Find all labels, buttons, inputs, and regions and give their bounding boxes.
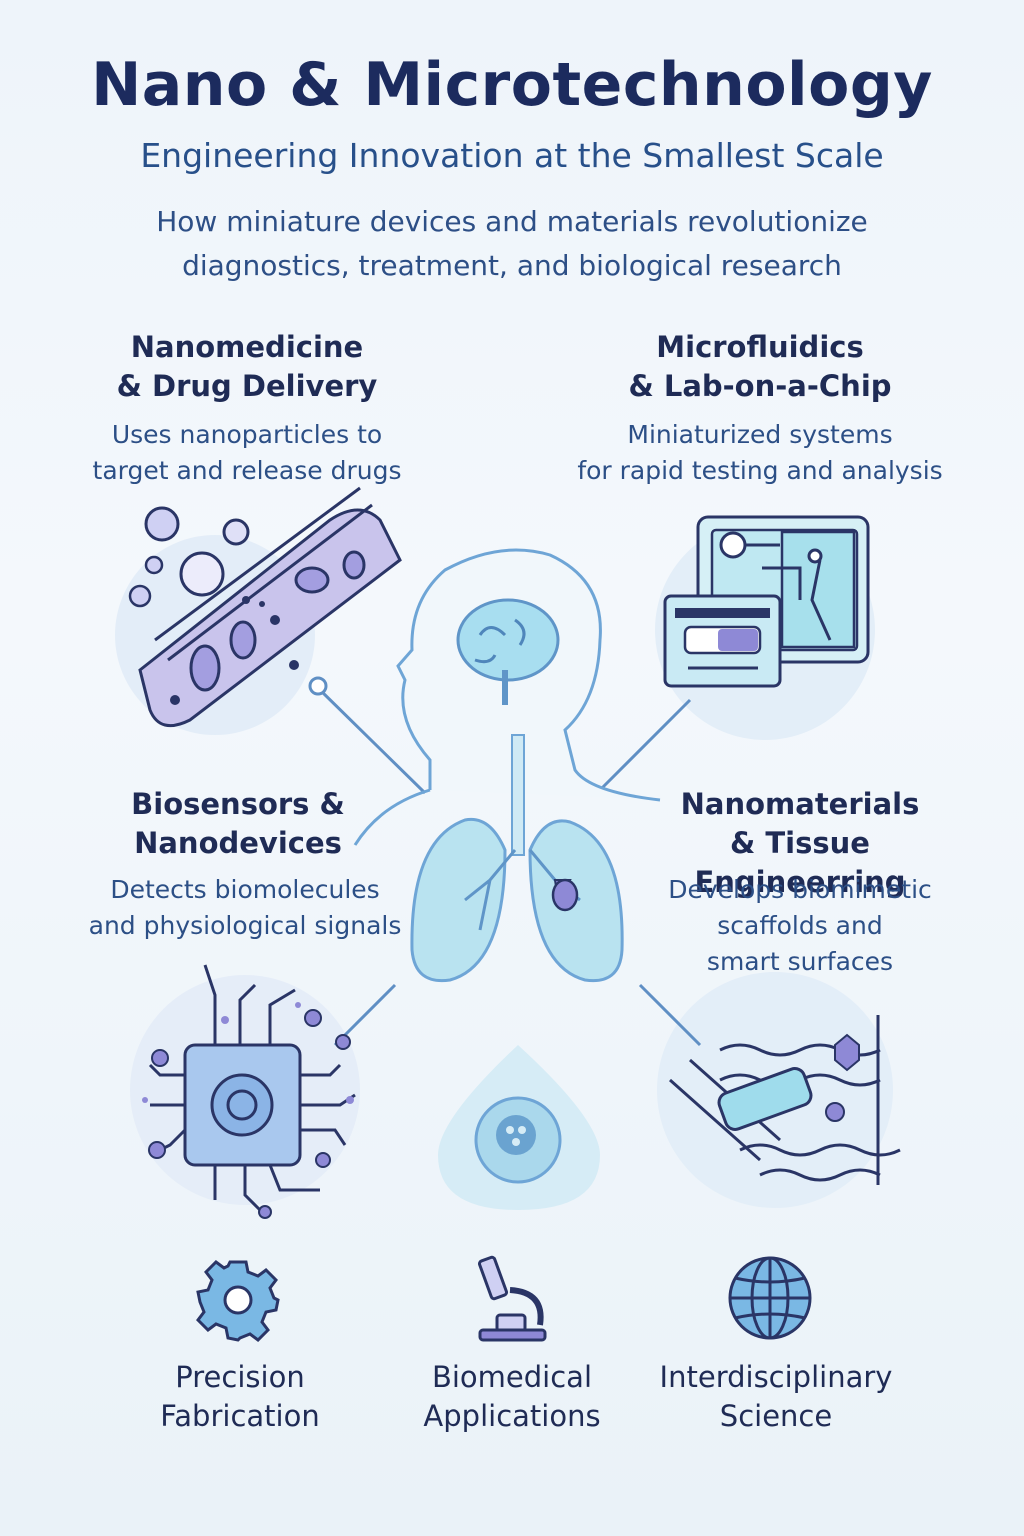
globe-icon (728, 1256, 812, 1340)
nanomedicine-desc: Uses nanoparticles to target and release… (92, 420, 402, 485)
nanomaterials-desc: Develops biomimetic scaffolds and smart … (668, 875, 932, 976)
microfluidics-desc: Miniaturized systems for rapid testing a… (577, 420, 943, 485)
lab-chip-icon (663, 515, 870, 688)
nanomedicine-title: Nanomedicine & Drug Delivery (116, 330, 378, 403)
biosensors-title: Biosensors & Nanodevices (131, 787, 345, 860)
gear-icon (196, 1260, 280, 1342)
brain-icon (456, 598, 560, 682)
microfluidics-title: Microfluidics & Lab-on-a-Chip (628, 330, 892, 403)
blood-vessel-icon (128, 486, 402, 728)
chip-icon (142, 964, 356, 1219)
page-subtitle: Engineering Innovation at the Smallest S… (140, 136, 884, 175)
microscope-icon (477, 1255, 547, 1342)
biosensors-desc: Detects biomolecules and physiological s… (88, 875, 402, 940)
nanomaterials-title: Nanomaterials & Tissue Engineerring (680, 787, 920, 899)
human-body-illustration (353, 548, 661, 983)
cell-icon (438, 1045, 600, 1210)
page-title: Nano & Microtechnology (91, 50, 933, 120)
connector-dot (308, 676, 328, 696)
footer-label-interdisciplinary: Interdisciplinary Science (659, 1360, 893, 1433)
scaffold-icon (669, 1015, 901, 1185)
intro-text: How miniature devices and materials revo… (156, 205, 868, 282)
footer-label-fabrication: Precision Fabrication (160, 1360, 320, 1433)
lung-left-icon (410, 817, 507, 983)
footer-label-biomedical: Biomedical Applications (423, 1360, 601, 1433)
